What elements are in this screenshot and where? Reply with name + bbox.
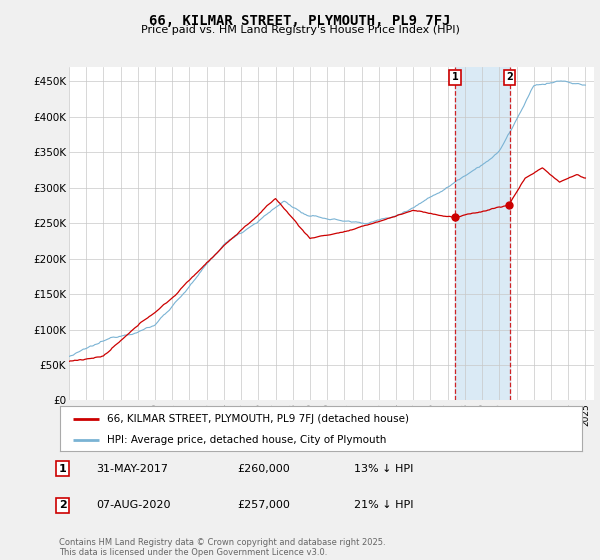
Text: 21% ↓ HPI: 21% ↓ HPI bbox=[354, 500, 413, 510]
Text: 31-MAY-2017: 31-MAY-2017 bbox=[96, 464, 168, 474]
Text: Contains HM Land Registry data © Crown copyright and database right 2025.
This d: Contains HM Land Registry data © Crown c… bbox=[59, 538, 385, 557]
Text: 13% ↓ HPI: 13% ↓ HPI bbox=[354, 464, 413, 474]
Text: 1: 1 bbox=[59, 464, 67, 474]
Text: 07-AUG-2020: 07-AUG-2020 bbox=[96, 500, 170, 510]
Text: HPI: Average price, detached house, City of Plymouth: HPI: Average price, detached house, City… bbox=[107, 435, 386, 445]
Text: 66, KILMAR STREET, PLYMOUTH, PL9 7FJ: 66, KILMAR STREET, PLYMOUTH, PL9 7FJ bbox=[149, 14, 451, 28]
Text: £257,000: £257,000 bbox=[237, 500, 290, 510]
Bar bbox=[455, 67, 509, 400]
Text: 1: 1 bbox=[452, 72, 458, 82]
Text: 2: 2 bbox=[59, 500, 67, 510]
Text: £260,000: £260,000 bbox=[237, 464, 290, 474]
Text: Price paid vs. HM Land Registry's House Price Index (HPI): Price paid vs. HM Land Registry's House … bbox=[140, 25, 460, 35]
Text: 2: 2 bbox=[506, 72, 513, 82]
Text: 66, KILMAR STREET, PLYMOUTH, PL9 7FJ (detached house): 66, KILMAR STREET, PLYMOUTH, PL9 7FJ (de… bbox=[107, 414, 409, 424]
